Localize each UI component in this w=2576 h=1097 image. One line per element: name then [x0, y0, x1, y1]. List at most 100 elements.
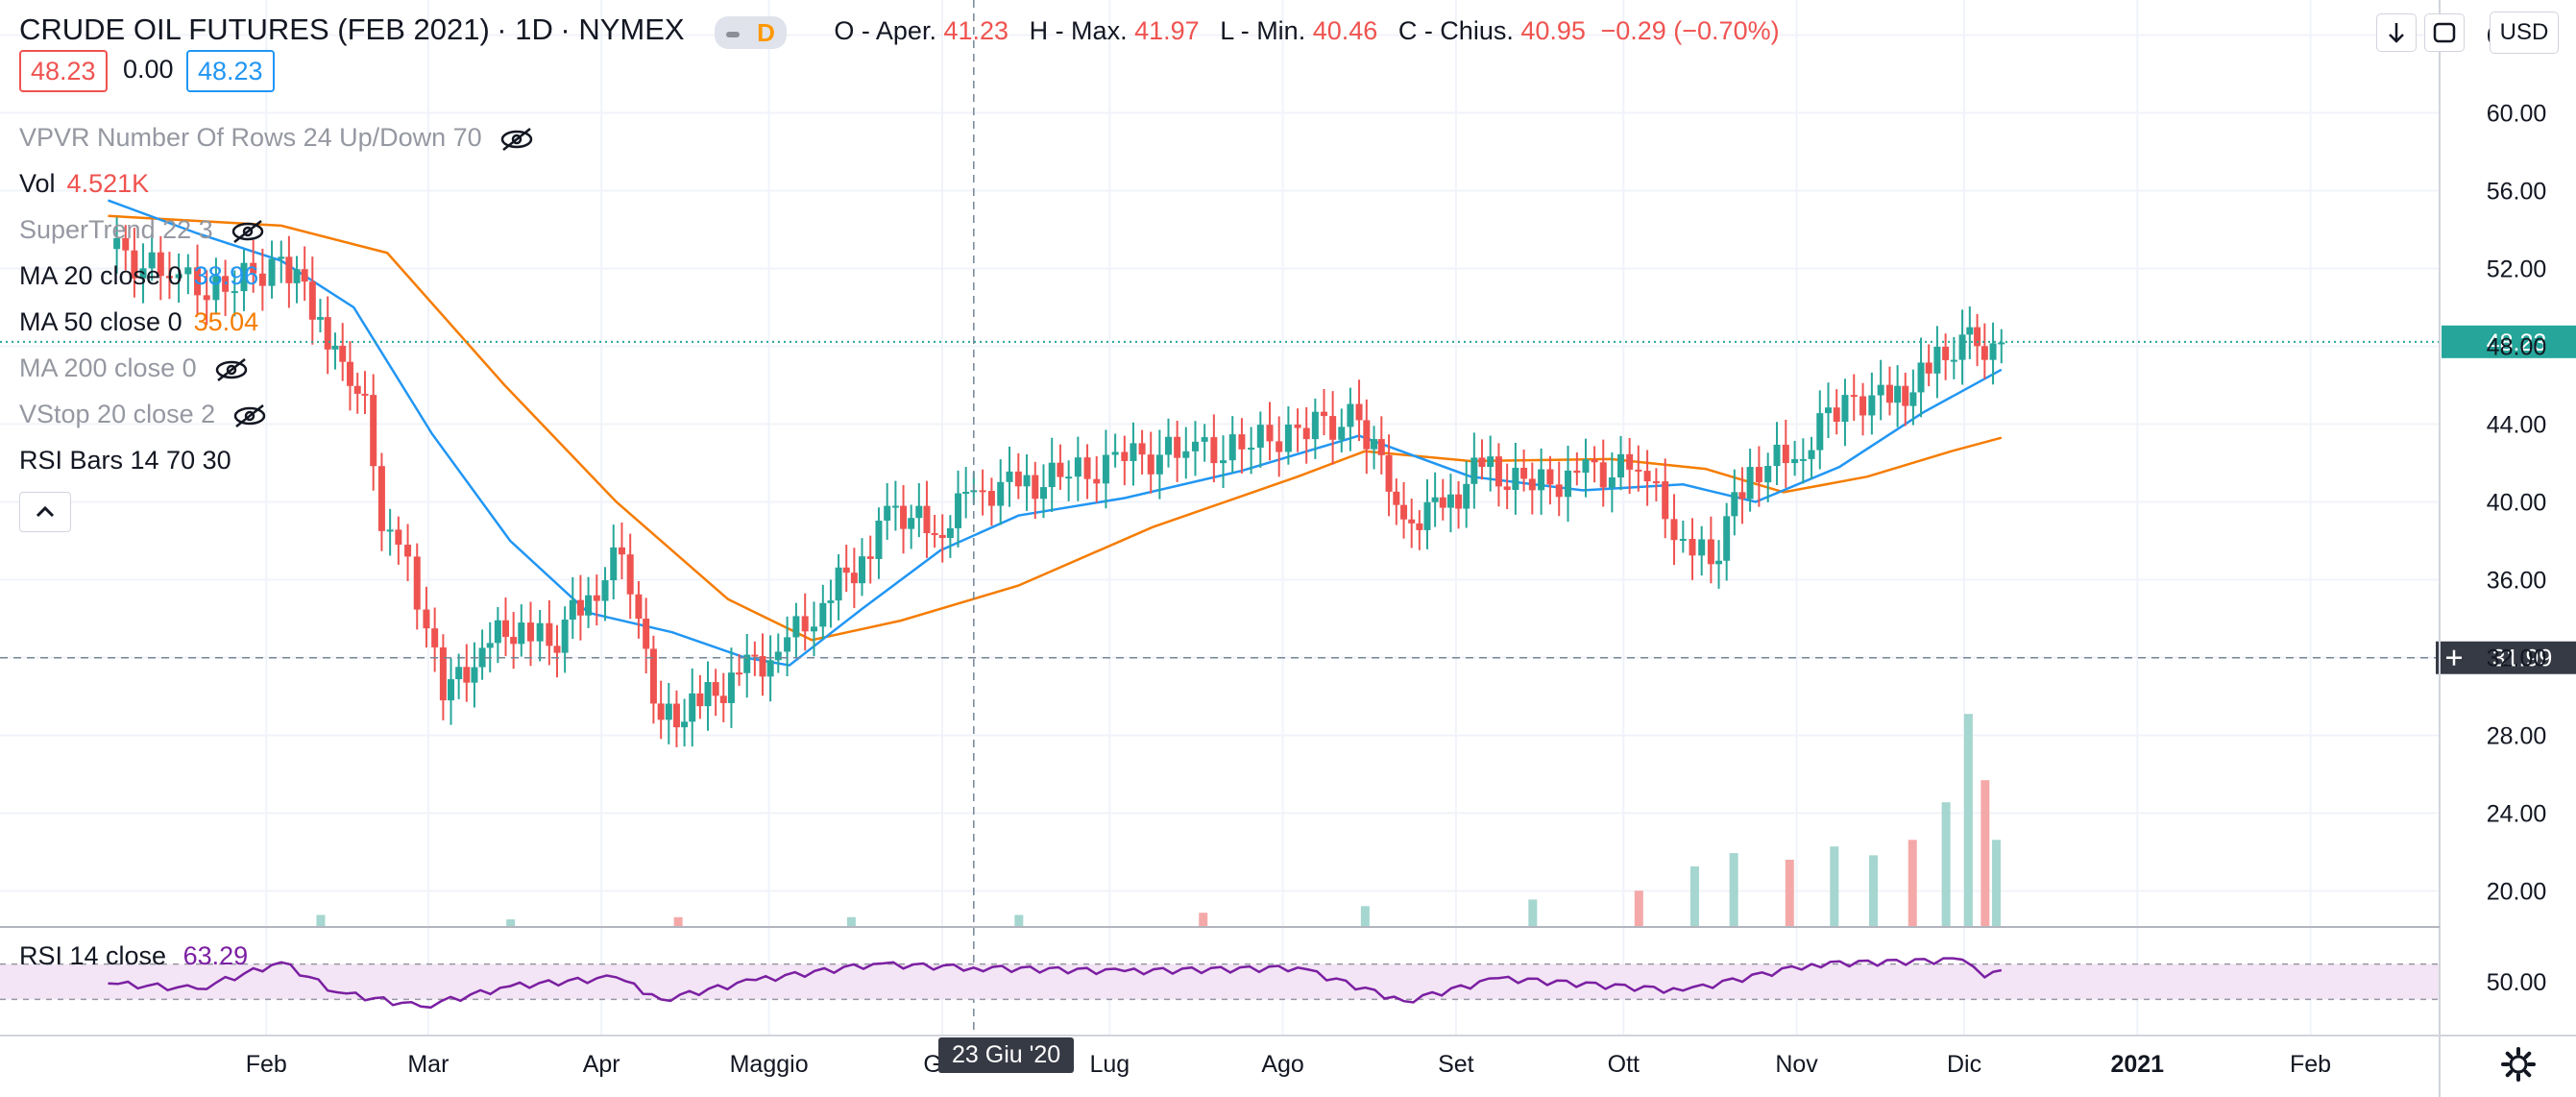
symbol-title[interactable]: CRUDE OIL FUTURES (FEB 2021): [19, 12, 490, 46]
candle-body: [1652, 481, 1660, 484]
indicator-value: 4.521K: [66, 169, 150, 198]
x-tick-label: Feb: [246, 1051, 287, 1078]
ask-price[interactable]: 48.23: [186, 50, 275, 92]
candle-body: [478, 647, 486, 668]
eye-off-icon[interactable]: [214, 357, 249, 382]
chart-settings-button[interactable]: [2499, 1045, 2538, 1088]
y-tick-label: 24.00: [2487, 801, 2547, 828]
eye-off-icon[interactable]: [499, 127, 534, 152]
currency-button[interactable]: USD: [2490, 12, 2559, 54]
volume-bar: [1360, 906, 1370, 926]
indicator-row[interactable]: VStop 20 close 2: [19, 398, 267, 430]
x-tick-label: Dic: [1947, 1051, 1981, 1078]
candle-body: [884, 505, 891, 521]
eye-off-icon[interactable]: [232, 403, 267, 428]
candle-body: [175, 274, 182, 279]
candle-body: [576, 599, 584, 616]
candle-body: [681, 721, 689, 728]
candle-body: [203, 295, 210, 301]
indicator-row[interactable]: RSI Bars 14 70 30: [19, 444, 231, 476]
volume-bar: [1991, 840, 2001, 926]
candle-body: [518, 622, 525, 645]
candle-body: [672, 703, 680, 728]
candle-body: [308, 281, 316, 320]
crosshair-price-tag: [2472, 641, 2576, 674]
indicator-row[interactable]: MA 50 close 0 35.04: [19, 305, 258, 338]
y-tick-label: 44.00: [2487, 411, 2547, 438]
y-tick-label: 48.00: [2487, 333, 2547, 360]
interval[interactable]: 1D: [515, 12, 553, 46]
candle-body: [1958, 334, 1966, 360]
candle-body: [774, 651, 782, 661]
candle-body: [1731, 492, 1738, 517]
candle-body: [1520, 467, 1528, 479]
reset-scale-button[interactable]: [2424, 13, 2465, 52]
candle-body: [222, 276, 230, 292]
indicator-value: 35.04: [193, 307, 259, 336]
last-price-label: 48.23: [2487, 329, 2547, 356]
indicator-row[interactable]: MA 20 close 0 38.96: [19, 259, 258, 292]
candle-body: [1528, 478, 1536, 491]
candle-body: [1228, 434, 1236, 461]
indicator-row[interactable]: Vol 4.521K: [19, 167, 149, 200]
candle-body: [1755, 467, 1762, 483]
arrow-down-icon: [2389, 23, 2404, 43]
overlays: 48.23 31.99: [0, 0, 2576, 1036]
candle-body: [1455, 494, 1463, 509]
candle-body: [278, 256, 285, 259]
candle-body: [1423, 501, 1431, 530]
candle-body: [1065, 476, 1073, 479]
reset-icon: [2433, 22, 2456, 43]
indicator-label: Vol: [19, 169, 56, 198]
rsi-band: [0, 963, 2440, 1000]
candle-body: [759, 656, 766, 677]
bid-price[interactable]: 48.23: [19, 50, 108, 92]
candle-body: [593, 595, 600, 601]
y-tick-label: 60.00: [2487, 100, 2547, 127]
candle-body: [1023, 475, 1031, 487]
candle-body: [835, 567, 842, 601]
candle-body: [618, 547, 625, 555]
scroll-down-button[interactable]: [2376, 13, 2417, 52]
volume-bar: [1634, 890, 1643, 926]
candle-body: [212, 276, 220, 301]
collapse-legend-button[interactable]: [19, 492, 71, 532]
indicator-label: RSI Bars 14 70 30: [19, 446, 231, 475]
spread: 0.00: [123, 55, 174, 84]
eye-off-icon[interactable]: [231, 219, 265, 244]
x-tick-label: Lug: [1089, 1051, 1130, 1078]
candle-body: [148, 252, 156, 269]
candle-body: [635, 594, 643, 620]
candle-body: [784, 637, 791, 652]
candle-body: [1723, 516, 1731, 561]
candle-body: [727, 672, 735, 703]
candle-body: [1478, 457, 1486, 468]
volume-bar: [1869, 855, 1879, 926]
candle-body: [1431, 497, 1439, 502]
candle-body: [938, 534, 946, 539]
candle-body: [250, 262, 257, 274]
candle-body: [997, 481, 1005, 506]
candle-body: [526, 622, 534, 642]
market-status-pill[interactable]: D: [715, 15, 787, 49]
candle-body: [1057, 462, 1064, 477]
rsi-line: [108, 957, 2003, 1010]
ohlc-readout: O - Aper. 41.23 H - Max. 41.97 L - Min. …: [834, 16, 1780, 45]
candle-body: [712, 682, 719, 696]
indicator-row[interactable]: VPVR Number Of Rows 24 Up/Down 70: [19, 121, 534, 154]
candle-body: [1355, 403, 1363, 421]
candle-body: [471, 667, 478, 683]
rsi-pane: 50.00: [0, 957, 2546, 1010]
candle-body: [1782, 444, 1789, 464]
y-tick-label: 32.00: [2487, 646, 2547, 672]
indicator-row[interactable]: MA 200 close 0: [19, 352, 249, 384]
candle-body: [1363, 420, 1371, 450]
volume-bar: [1199, 913, 1208, 926]
chevron-up-icon: [36, 505, 55, 518]
candle-body: [1894, 385, 1902, 403]
candle-body: [377, 466, 385, 531]
indicator-row[interactable]: SuperTrend 22 3: [19, 213, 265, 246]
rsi-value: 63.29: [182, 941, 249, 970]
candle-body: [1256, 425, 1264, 449]
